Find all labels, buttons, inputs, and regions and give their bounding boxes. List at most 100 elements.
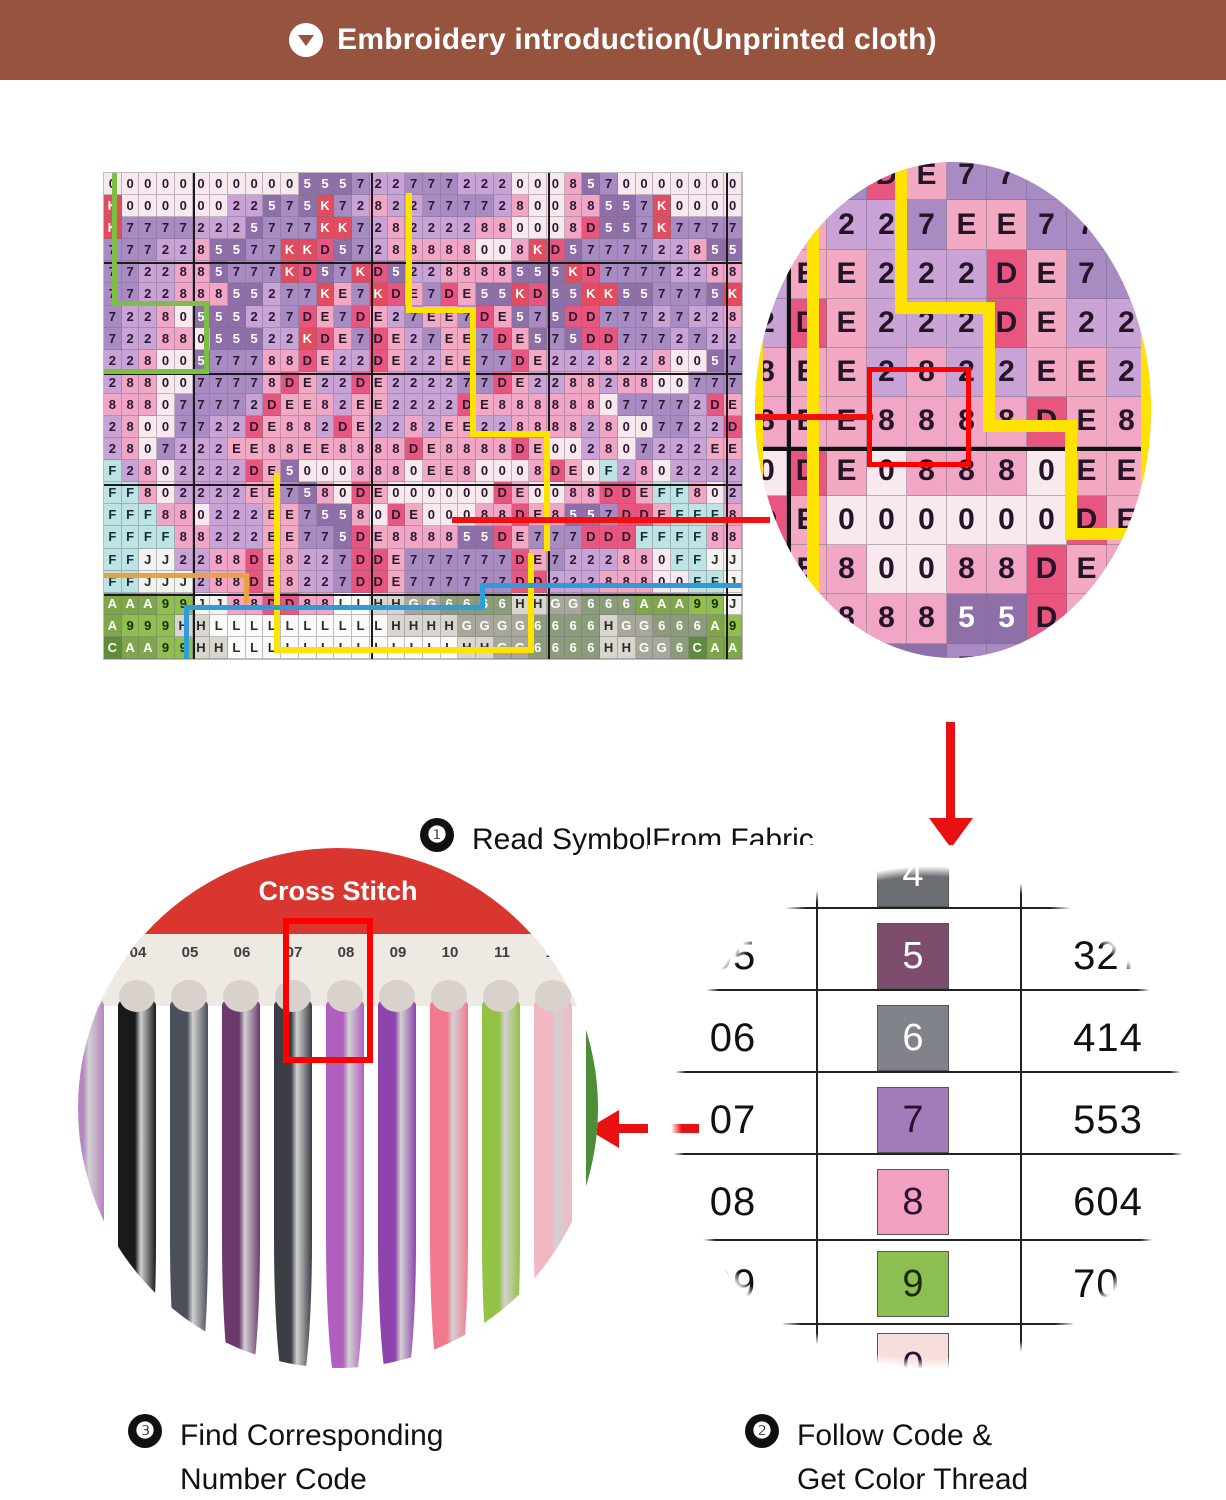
pattern-cell: 0	[476, 460, 494, 483]
pattern-cell: 0	[706, 173, 725, 196]
pattern-cell: 6	[547, 614, 565, 637]
pattern-cell: 2	[493, 195, 512, 218]
pattern-cell: 8	[281, 438, 299, 461]
region-outline	[184, 605, 189, 659]
code-table-row: 0	[648, 1325, 1208, 1390]
pattern-cell: 7	[334, 195, 353, 218]
pattern-cell: 7	[228, 393, 246, 416]
pattern-cell: E	[635, 482, 654, 505]
pattern-cell: 8	[688, 239, 707, 262]
code-table-rule	[746, 1323, 1116, 1325]
pattern-cell: 7	[600, 239, 618, 262]
pattern-cell: 7	[529, 305, 548, 328]
pattern-cell: 9	[157, 636, 175, 659]
code-table-color-code: 704	[1073, 1261, 1143, 1306]
pattern-cell: 8	[157, 305, 175, 328]
pattern-cell: 8	[458, 261, 477, 284]
pattern-cell: 7	[653, 283, 672, 306]
pattern-cell: 0	[157, 460, 175, 483]
magnified-cell: 7	[1067, 249, 1107, 299]
pattern-cell: 5	[210, 239, 229, 262]
pattern-cell: 6	[671, 614, 689, 637]
thread-photo-circle: Cross Stitch 03 04 05 06 07 08 09 10 11 12	[78, 848, 598, 1368]
code-table-symbol-swatch: 9	[877, 1251, 949, 1317]
step-3: ❸ Find Corresponding Number Code	[128, 1414, 443, 1500]
pattern-cell: 7	[600, 305, 618, 328]
pattern-cell: 2	[245, 195, 264, 218]
pattern-cell: 5	[635, 283, 654, 306]
pattern-cell: 5	[724, 239, 742, 262]
magnified-cell: 5	[947, 594, 987, 644]
pattern-cell: 0	[635, 173, 654, 196]
pattern-cell: 7	[263, 239, 282, 262]
pattern-cell: 8	[369, 438, 388, 461]
pattern-cell: 0	[547, 173, 565, 196]
pattern-cell: K	[564, 261, 583, 284]
pattern-cell: 7	[600, 173, 618, 196]
region-outline	[406, 307, 476, 313]
pattern-cell: E	[511, 371, 530, 394]
pattern-cell: 0	[653, 460, 672, 483]
magnified-cell: E	[1027, 249, 1067, 299]
pattern-cell: 2	[671, 438, 689, 461]
pattern-cell: 7	[139, 217, 158, 240]
pattern-cell: 7	[121, 261, 140, 284]
pattern-cell: 8	[228, 548, 246, 571]
region-outline	[470, 307, 476, 437]
pattern-cell: 2	[653, 305, 672, 328]
pattern-cell: L	[316, 614, 335, 637]
pattern-cell: 0	[405, 482, 423, 505]
pattern-cell: 2	[387, 371, 406, 394]
magnified-cell: D	[1027, 545, 1067, 595]
pattern-cell: 8	[724, 526, 742, 549]
pattern-cell: H	[617, 636, 636, 659]
pattern-cell: 7	[192, 393, 211, 416]
pattern-cell: F	[600, 460, 618, 483]
pattern-cell: 7	[635, 217, 654, 240]
pattern-cell: G	[547, 592, 565, 615]
pattern-cell: E	[298, 438, 317, 461]
thread-hole-number: 04	[129, 944, 147, 961]
pattern-cell: D	[387, 283, 406, 306]
pattern-cell: 2	[316, 570, 335, 593]
pattern-cell: L	[334, 614, 353, 637]
pattern-cell: E	[493, 305, 512, 328]
pattern-cell: E	[316, 438, 335, 461]
magnifier-highlight-box	[867, 367, 971, 467]
pattern-cell: D	[352, 371, 370, 394]
pattern-cell: E	[387, 349, 406, 372]
pattern-cell: 8	[281, 570, 299, 593]
pattern-cell: 5	[582, 504, 601, 527]
pattern-cell: 2	[458, 173, 477, 196]
pattern-cell: 2	[352, 195, 370, 218]
pattern-cell: E	[511, 482, 530, 505]
pattern-cell: 2	[192, 548, 211, 571]
pattern-cell: 2	[139, 261, 158, 284]
pattern-cell: 8	[582, 371, 601, 394]
pattern-cell: 6	[671, 636, 689, 659]
magnified-cell: E	[827, 446, 867, 496]
pattern-cell: 5	[706, 349, 725, 372]
pattern-cell: 0	[422, 504, 441, 527]
pattern-cell: 2	[334, 393, 353, 416]
section-read-symbol: 000000000005557227772220008570000000K000…	[0, 80, 1226, 856]
magnified-cell: 8	[907, 397, 947, 447]
pattern-cell: 0	[547, 195, 565, 218]
region-outline	[807, 162, 819, 658]
region-outline	[480, 583, 485, 609]
pattern-cell: 8	[564, 482, 583, 505]
pattern-cell: 7	[671, 393, 689, 416]
pattern-cell: 7	[405, 548, 423, 571]
code-table-rule	[653, 1071, 1205, 1073]
pattern-cell: K	[511, 283, 530, 306]
pattern-cell: 0	[671, 570, 689, 593]
pattern-cell: D	[387, 504, 406, 527]
pattern-cell: 5	[564, 504, 583, 527]
pattern-cell: 0	[635, 416, 654, 439]
pattern-cell: D	[440, 283, 459, 306]
pattern-cell: 9	[121, 614, 140, 637]
step-3-label: Find Corresponding Number Code	[180, 1419, 444, 1496]
pattern-cell: 8	[635, 371, 654, 394]
pattern-cell: 7	[245, 349, 264, 372]
pattern-cell: 5	[298, 173, 317, 196]
